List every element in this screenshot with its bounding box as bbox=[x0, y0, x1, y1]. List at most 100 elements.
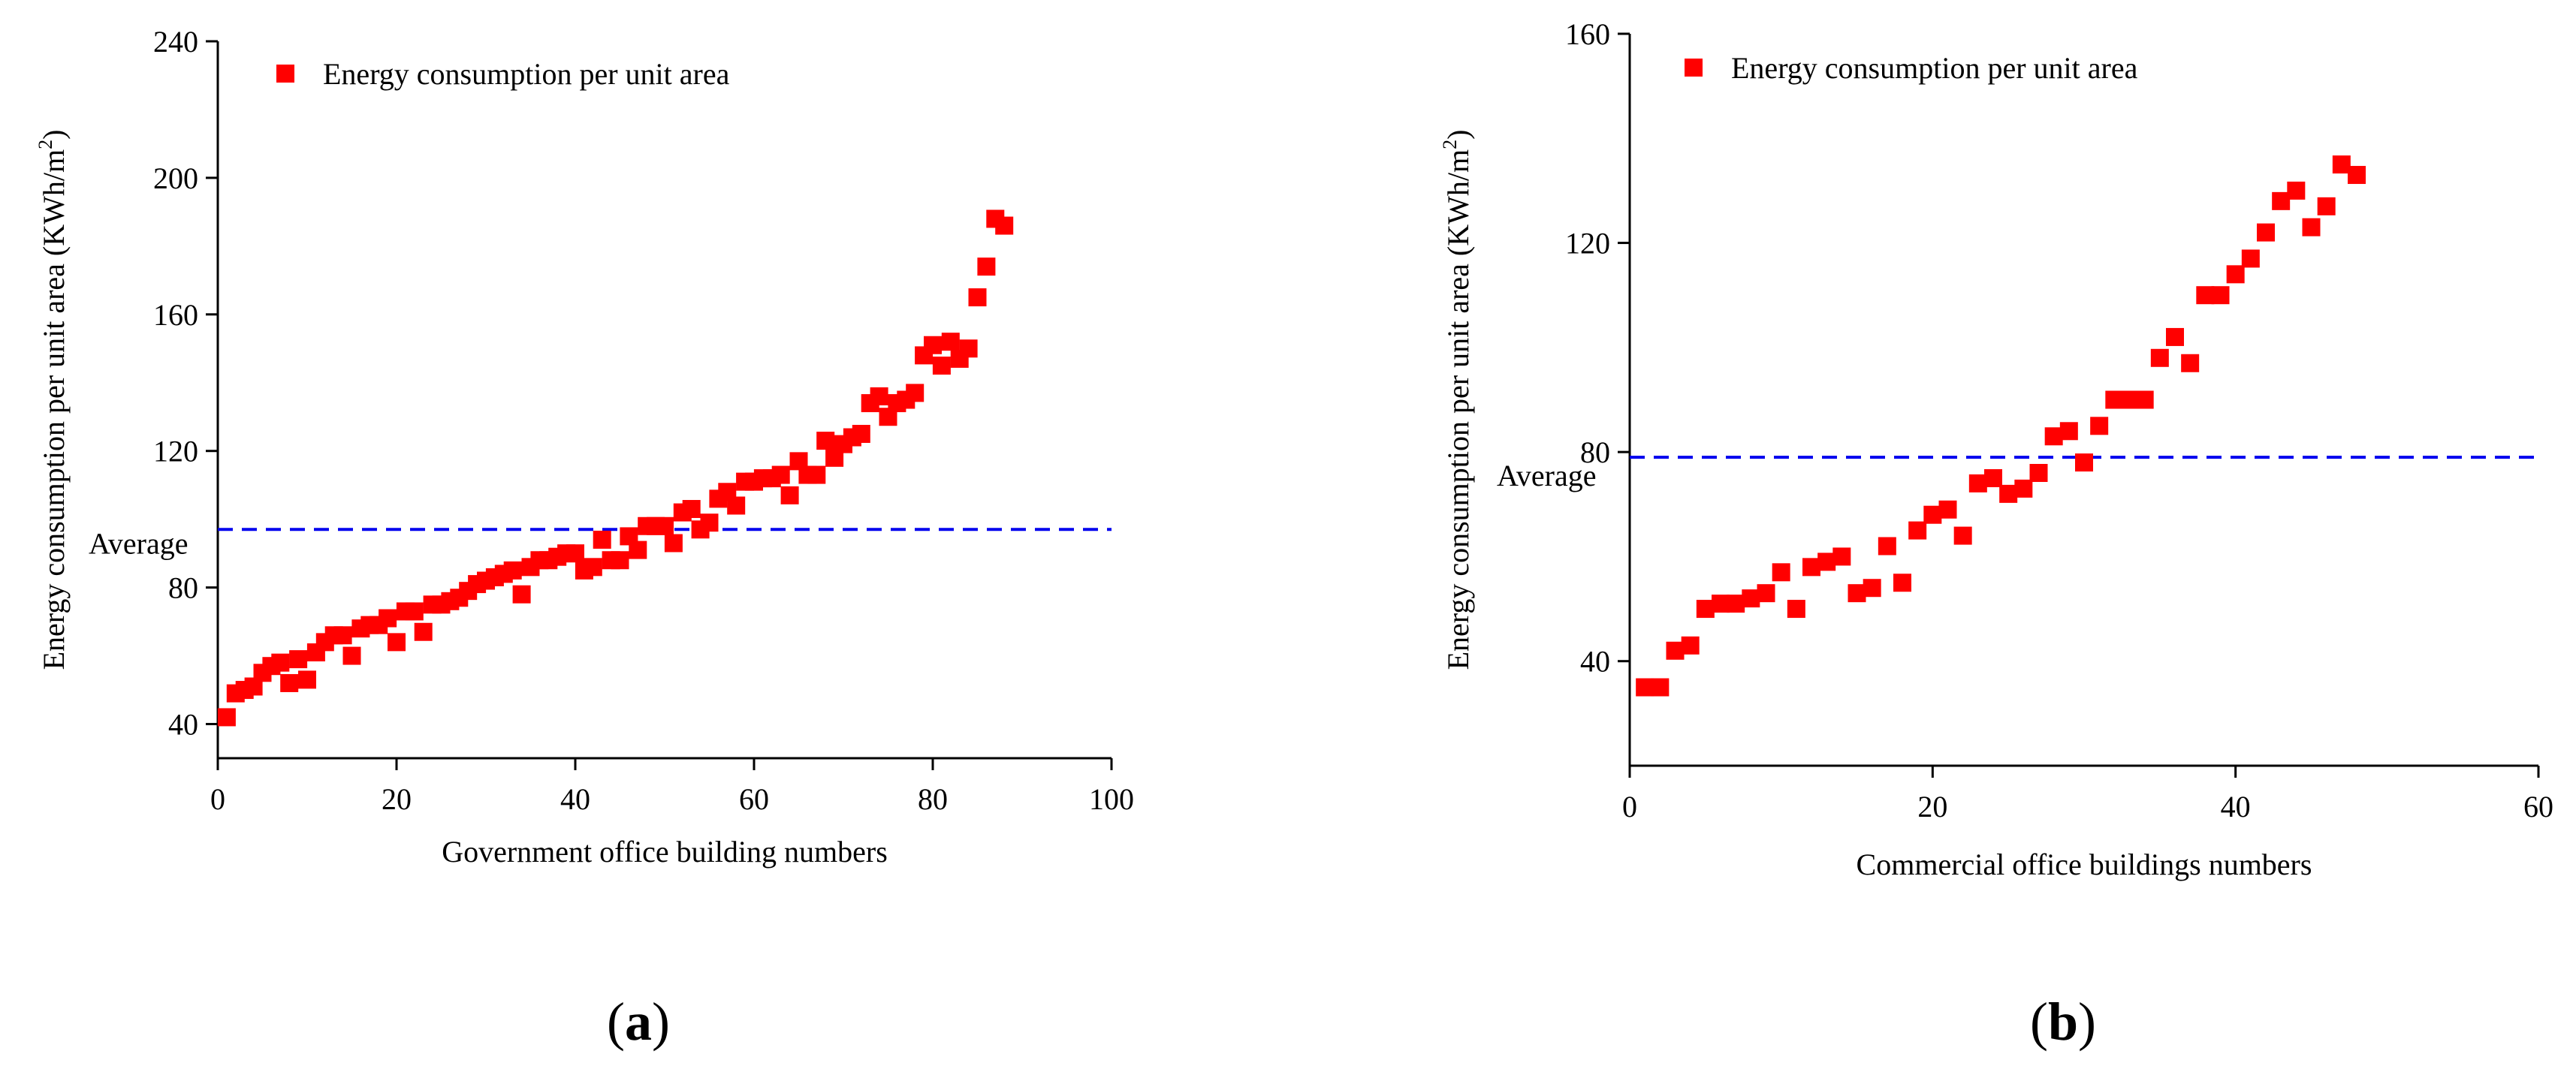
data-point bbox=[2059, 422, 2078, 441]
chart-panel-b: 0 20 40 60 40 80 120 160 Average Energy consumpti… bbox=[1288, 0, 2576, 1081]
data-point bbox=[870, 387, 888, 405]
data-point bbox=[388, 633, 406, 652]
data-point bbox=[1651, 678, 1670, 697]
data-point bbox=[2257, 223, 2275, 242]
data-point bbox=[2014, 479, 2033, 498]
data-point bbox=[1742, 589, 1760, 608]
legend-label: Energy consumption per unit area bbox=[323, 57, 730, 91]
data-point bbox=[959, 339, 978, 358]
data-point bbox=[503, 561, 522, 580]
y-tick-label: 240 bbox=[153, 25, 198, 59]
data-point bbox=[852, 424, 870, 443]
data-point bbox=[1727, 595, 1745, 613]
y-tick-label: 80 bbox=[168, 571, 198, 605]
data-point bbox=[611, 551, 629, 570]
data-point bbox=[1999, 484, 2018, 503]
data-point bbox=[333, 626, 352, 645]
y-axis-label-main: Energy consumption per unit area (KWh/m bbox=[1441, 149, 1475, 670]
data-point bbox=[289, 650, 308, 669]
data-point bbox=[2105, 390, 2124, 409]
data-point bbox=[995, 216, 1014, 235]
data-point bbox=[2272, 191, 2291, 210]
data-point bbox=[1908, 521, 1927, 540]
x-tick-label: 20 bbox=[382, 782, 412, 816]
x-axis-label: Commercial office buildings numbers bbox=[1857, 848, 2312, 881]
data-point bbox=[584, 558, 602, 577]
y-tick-label: 120 bbox=[153, 435, 198, 468]
x-axis-label: Government office building numbers bbox=[442, 835, 888, 869]
data-point bbox=[217, 708, 236, 727]
data-point bbox=[2196, 286, 2215, 305]
y-axis-label: Energy consumption per unit area (KWh/m2… bbox=[35, 130, 71, 670]
data-point bbox=[2241, 249, 2260, 268]
data-point bbox=[2150, 348, 2169, 367]
data-point bbox=[1832, 547, 1851, 566]
average-label: Average bbox=[1497, 459, 1597, 492]
y-tick-label: 40 bbox=[1580, 645, 1610, 679]
data-point bbox=[2120, 390, 2139, 409]
data-point bbox=[2332, 155, 2351, 174]
data-point bbox=[2348, 166, 2366, 185]
panel-letter-text: a bbox=[625, 992, 652, 1052]
data-point bbox=[2287, 181, 2306, 200]
legend-marker bbox=[1685, 59, 1703, 77]
data-point bbox=[2135, 390, 2154, 409]
data-point bbox=[1802, 558, 1820, 577]
data-point bbox=[1953, 526, 1972, 545]
data-point bbox=[1696, 600, 1715, 619]
x-tick-label: 100 bbox=[1089, 782, 1134, 816]
data-point bbox=[816, 432, 835, 450]
data-point bbox=[924, 336, 942, 354]
data-point bbox=[379, 609, 397, 628]
y-axis-label: Energy consumption per unit area (KWh/m2… bbox=[1439, 130, 1475, 670]
x-tick-label: 0 bbox=[210, 782, 225, 816]
data-point bbox=[968, 288, 987, 307]
data-point bbox=[727, 496, 746, 515]
data-point bbox=[405, 602, 424, 621]
data-point bbox=[2044, 427, 2063, 446]
data-point bbox=[1878, 537, 1896, 556]
y-axis-label-superscript: 2 bbox=[1439, 140, 1461, 149]
average-label: Average bbox=[89, 526, 189, 560]
data-point bbox=[977, 257, 996, 276]
data-point bbox=[2317, 197, 2336, 215]
data-point bbox=[298, 670, 316, 689]
data-point bbox=[2090, 417, 2109, 435]
data-point bbox=[682, 500, 701, 519]
x-tick-label: 60 bbox=[739, 782, 769, 816]
data-point bbox=[1712, 595, 1730, 613]
data-point bbox=[771, 465, 790, 484]
panel-letter: (a) bbox=[607, 992, 670, 1052]
data-point bbox=[2166, 327, 2184, 346]
data-point bbox=[941, 333, 960, 351]
data-point bbox=[566, 544, 584, 563]
chart-b-plot: 0 20 40 60 40 80 120 160 Average Energy consumpti… bbox=[1439, 17, 2553, 1052]
x-tick-label: 40 bbox=[2221, 790, 2251, 824]
data-point bbox=[1848, 584, 1866, 603]
data-point bbox=[1787, 600, 1805, 619]
data-point bbox=[1863, 579, 1881, 598]
data-point bbox=[2181, 354, 2200, 372]
x-tick-label: 40 bbox=[560, 782, 590, 816]
data-point bbox=[1681, 636, 1700, 655]
data-point bbox=[1893, 574, 1911, 592]
legend-marker bbox=[276, 65, 294, 83]
data-point bbox=[593, 530, 611, 549]
data-point bbox=[2226, 265, 2245, 284]
y-tick-label: 160 bbox=[1565, 17, 1610, 51]
data-point bbox=[414, 622, 433, 641]
data-point bbox=[1757, 584, 1775, 603]
y-axis-label-close: ) bbox=[37, 130, 71, 140]
data-point bbox=[1666, 641, 1685, 660]
data-point bbox=[656, 516, 674, 535]
x-tick-label: 0 bbox=[1622, 790, 1637, 824]
data-point bbox=[342, 646, 361, 665]
y-tick-label: 80 bbox=[1580, 435, 1610, 469]
data-point bbox=[1817, 553, 1836, 571]
data-point bbox=[2211, 286, 2230, 305]
data-point bbox=[1636, 678, 1654, 697]
data-point bbox=[906, 384, 925, 402]
data-point bbox=[2302, 218, 2321, 236]
data-point bbox=[664, 534, 683, 553]
data-point bbox=[807, 465, 826, 484]
